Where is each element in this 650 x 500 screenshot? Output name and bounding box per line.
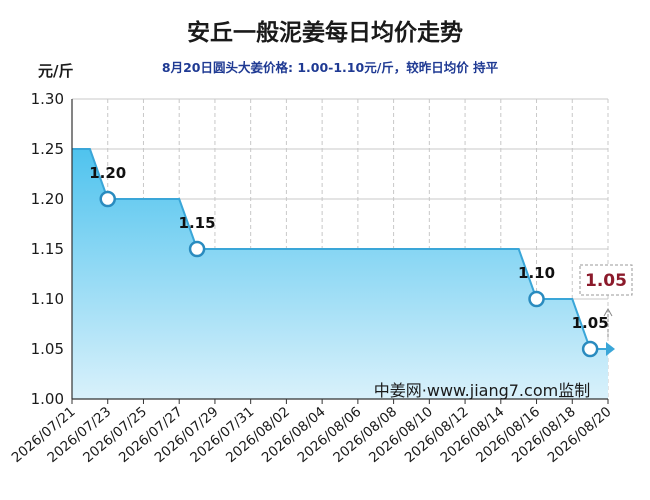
area-layer xyxy=(72,148,608,399)
latest-leader-arrowhead xyxy=(603,307,613,317)
y-tick-label: 1.20 xyxy=(31,190,64,208)
price-subtitle: 8月20日圆头大姜价格: 1.00-1.10元/斤，较昨日均价 持平 xyxy=(162,60,499,75)
latest-arrow-marker xyxy=(606,342,615,356)
data-point-label: 1.10 xyxy=(518,264,555,282)
data-point-label: 1.05 xyxy=(572,314,609,332)
y-tick-label: 1.10 xyxy=(31,290,64,308)
y-tick-label: 1.05 xyxy=(31,340,64,358)
price-area xyxy=(72,149,608,399)
latest-value-box xyxy=(579,264,633,296)
markers: 1.20 1.15 1.10 1.05 1.05 xyxy=(89,164,633,358)
y-tick-label: 1.00 xyxy=(31,390,64,408)
data-point-label: 1.20 xyxy=(89,164,126,182)
data-point-marker xyxy=(188,240,206,258)
data-point-marker xyxy=(581,340,599,358)
price-line xyxy=(72,148,608,350)
y-tick-label: 1.25 xyxy=(31,140,64,158)
latest-value-label: 1.05 xyxy=(585,271,627,291)
y-tick-label: 1.15 xyxy=(31,240,64,258)
data-point-label: 1.15 xyxy=(179,214,216,232)
watermark: 中姜网·www.jiang7.com监制 xyxy=(374,381,590,400)
data-point-marker xyxy=(528,290,545,308)
data-point-marker xyxy=(99,190,116,208)
y-axis-label: 元/斤 xyxy=(38,62,73,80)
chart-title: 安丘一般泥姜每日均价走势 xyxy=(187,19,463,46)
y-tick-label: 1.30 xyxy=(31,90,64,108)
